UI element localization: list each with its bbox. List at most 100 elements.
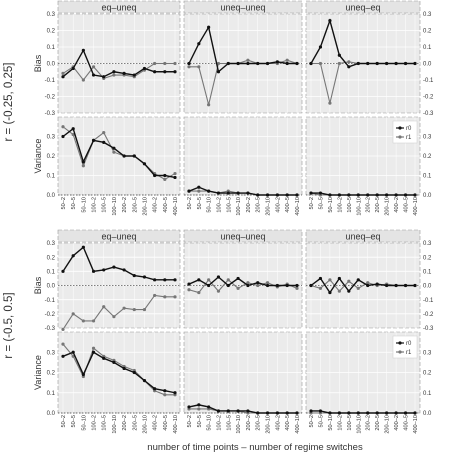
x-tick-label: 200–2	[246, 415, 252, 431]
data-point-r1	[61, 342, 65, 346]
y-tick-label: 0.0	[423, 62, 432, 68]
data-point-r1	[347, 279, 351, 283]
data-point-r0	[309, 283, 313, 288]
data-point-r0	[275, 283, 279, 288]
data-point-r0	[142, 379, 147, 383]
data-point-r0	[366, 411, 370, 415]
data-point-r0	[347, 411, 351, 415]
x-tick-label: 100–5	[102, 415, 108, 431]
y-tick-label: 0.0	[47, 284, 56, 290]
y-tick-label: 0.2	[423, 154, 432, 160]
data-point-r0	[226, 283, 230, 288]
series-line-r0	[188, 186, 297, 196]
data-point-r1	[153, 293, 157, 298]
y-axis-title-variance: Variance	[33, 139, 43, 174]
data-point-r0	[91, 350, 96, 354]
x-tick-label: 100–5	[226, 415, 232, 431]
legend-entry-r1: r1	[406, 350, 412, 356]
data-point-r0	[366, 283, 370, 288]
data-point-r0	[375, 61, 379, 66]
data-point-r0	[236, 191, 240, 195]
x-tick-label: 50–10	[207, 197, 213, 213]
y-tick-label: 0.1	[47, 270, 56, 276]
data-point-r0	[112, 70, 116, 74]
data-point-r0	[356, 193, 360, 197]
x-tick-label: 400–10	[295, 415, 301, 434]
data-point-r1	[356, 286, 360, 290]
x-tick-label: 50–10	[328, 197, 334, 213]
data-point-r0	[216, 275, 221, 279]
data-point-r0	[197, 403, 201, 407]
x-tick-label: 50–5	[318, 415, 324, 427]
data-point-r0	[318, 191, 323, 195]
data-point-r0	[216, 409, 221, 413]
facet-strip	[57, 229, 181, 243]
data-point-r0	[265, 193, 270, 197]
x-tick-label: 400–10	[295, 197, 301, 216]
data-point-r0	[385, 61, 389, 66]
data-point-r0	[285, 193, 289, 197]
x-tick-label: 400–2	[275, 197, 281, 213]
legend-marker-r0	[398, 126, 402, 130]
y-tick-label: -0.1	[423, 298, 434, 304]
y-axis-title-bias: Bias	[33, 54, 43, 72]
data-point-r0	[102, 75, 106, 79]
facet-strip	[305, 0, 421, 14]
data-point-r0	[265, 283, 270, 288]
data-point-r0	[236, 61, 240, 66]
x-tick-label: 200–2	[366, 415, 372, 431]
data-point-r0	[197, 42, 201, 46]
data-point-r1	[295, 286, 299, 290]
x-tick-label: 400–5	[404, 197, 410, 213]
legend-box	[392, 335, 418, 359]
data-point-r0	[207, 283, 211, 288]
x-tick-label: 400–5	[163, 415, 169, 431]
x-tick-label: 400–10	[413, 415, 419, 434]
data-point-r0	[413, 193, 417, 197]
x-tick-label: 50–5	[197, 415, 203, 427]
data-point-r0	[285, 61, 289, 66]
y-tick-label: -0.3	[423, 111, 434, 117]
data-point-r0	[71, 254, 75, 258]
data-point-r1	[163, 295, 167, 299]
data-point-r1	[112, 150, 116, 154]
data-point-r0	[236, 276, 240, 281]
data-point-r0	[216, 70, 221, 74]
data-point-r1	[337, 289, 341, 293]
data-point-r0	[163, 278, 167, 282]
y-tick-label: 0.2	[47, 29, 56, 35]
data-point-r0	[207, 405, 211, 409]
data-point-r0	[122, 268, 126, 272]
y-tick-label: 0.3	[47, 241, 56, 247]
data-point-r0	[187, 189, 191, 193]
data-point-r0	[163, 173, 167, 178]
data-point-r0	[246, 61, 250, 66]
data-point-r1	[61, 71, 65, 75]
data-point-r0	[122, 366, 126, 371]
data-point-r0	[91, 269, 96, 273]
y-axis-title-variance: Variance	[33, 355, 43, 390]
facet-strip-label: uneq–uneq	[220, 3, 265, 13]
data-point-r0	[256, 193, 260, 197]
data-point-r0	[275, 193, 279, 197]
data-point-r0	[295, 193, 299, 197]
x-tick-label: 200–10	[266, 415, 272, 434]
series-line-r1	[62, 343, 175, 396]
data-point-r0	[122, 154, 126, 158]
data-point-r0	[375, 193, 379, 197]
data-point-r0	[132, 73, 136, 77]
data-point-r1	[81, 319, 85, 323]
x-tick-label: 100–2	[92, 197, 98, 213]
data-point-r1	[337, 61, 341, 66]
data-point-r1	[91, 346, 96, 350]
data-point-r1	[71, 132, 75, 137]
x-tick-label: 100–10	[236, 415, 242, 434]
y-tick-label: -0.3	[45, 111, 56, 117]
data-point-r0	[375, 411, 379, 415]
data-point-r0	[142, 66, 147, 71]
data-point-r1	[226, 278, 230, 282]
x-tick-label: 50–10	[81, 415, 87, 431]
data-point-r1	[81, 78, 85, 82]
data-point-r1	[61, 327, 65, 332]
